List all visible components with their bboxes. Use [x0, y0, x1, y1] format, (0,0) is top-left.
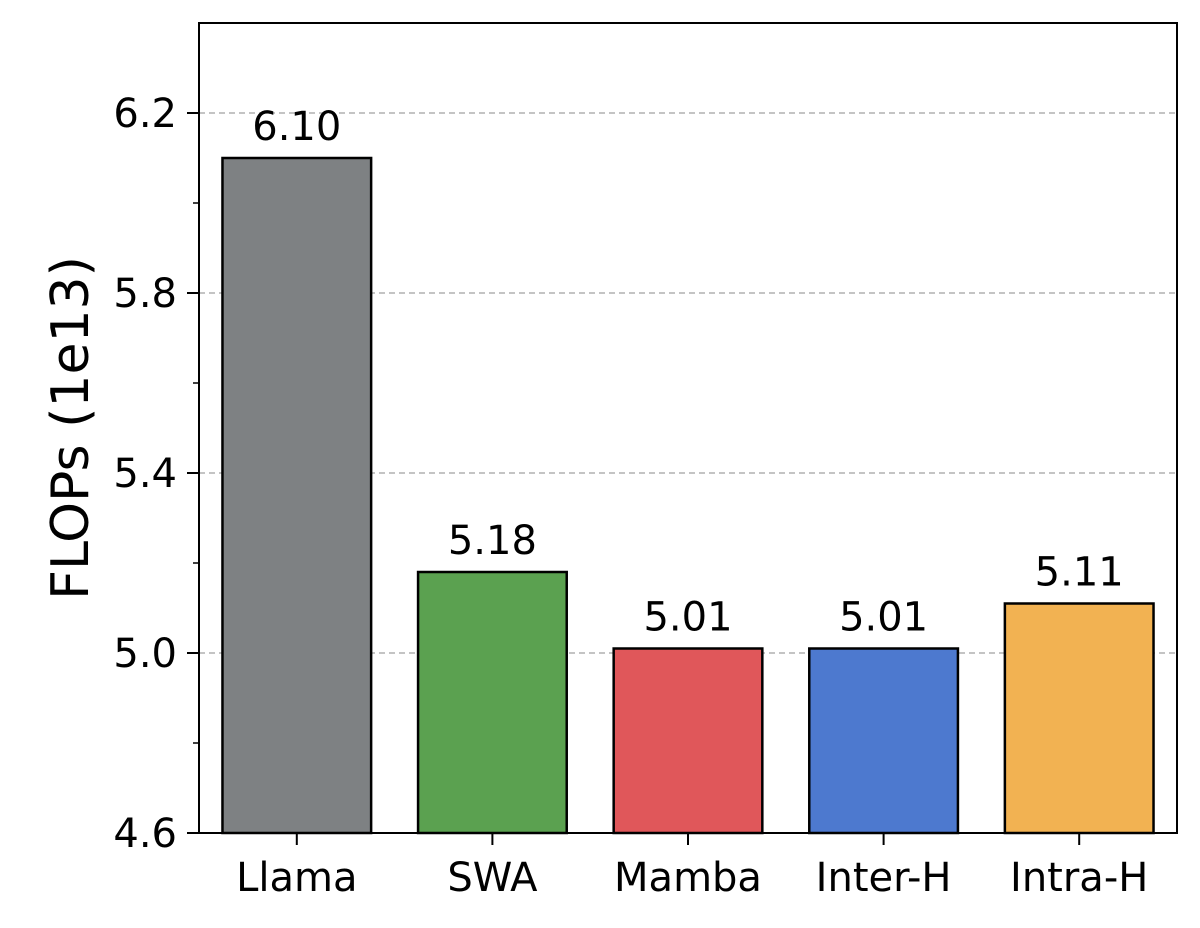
y-tick-label: 5.4 — [113, 451, 177, 497]
bar-value-label: 5.11 — [1035, 550, 1124, 596]
y-tick-label: 5.0 — [113, 631, 177, 677]
x-axis-ticks: Llama SWA Mamba Inter-H Intra-H — [236, 833, 1148, 901]
bar-value-label: 6.10 — [252, 104, 341, 150]
y-axis-ticks: 4.6 5.0 5.4 5.8 6.2 — [113, 91, 199, 857]
x-tick-label: Llama — [236, 855, 357, 901]
bar-value-label: 5.18 — [448, 518, 537, 564]
bar-value-label: 5.01 — [839, 595, 928, 641]
bar-mamba — [612, 647, 764, 835]
bar-llama — [221, 156, 373, 835]
x-tick-label: Inter-H — [816, 855, 952, 901]
x-tick-label: SWA — [447, 855, 538, 901]
bars — [221, 156, 1155, 835]
y-tick-label: 4.6 — [113, 811, 177, 857]
y-tick-label: 6.2 — [113, 91, 177, 137]
bar-swa — [416, 570, 568, 835]
bar-intra-h — [1003, 602, 1155, 835]
y-tick-label: 5.8 — [113, 271, 177, 317]
bar-value-label: 5.01 — [643, 595, 732, 641]
x-tick-label: Mamba — [614, 855, 762, 901]
x-tick-label: Intra-H — [1010, 855, 1148, 901]
bar-inter-h — [808, 647, 960, 835]
y-axis-title: FLOPs (1e13) — [41, 256, 101, 600]
bar-value-labels: 6.10 5.18 5.01 5.01 5.11 — [252, 104, 1123, 641]
